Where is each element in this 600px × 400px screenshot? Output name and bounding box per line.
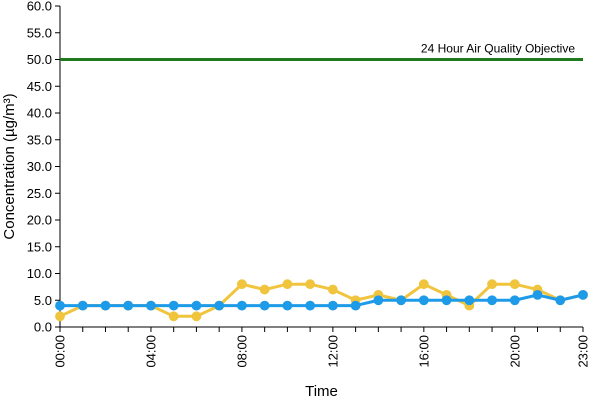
x-tick-label: 04:00 [143, 335, 158, 368]
x-tick-label: 16:00 [416, 335, 431, 368]
data-point [350, 300, 361, 311]
data-point [55, 300, 65, 311]
data-point [191, 311, 202, 322]
air-quality-objective-label: 24 Hour Air Quality Objective [421, 42, 575, 56]
x-tick-label: 08:00 [234, 335, 249, 368]
series-line [60, 293, 584, 308]
data-point [168, 311, 179, 322]
x-axis-title: Time [305, 383, 338, 400]
x-tick-label: 12:00 [325, 335, 340, 368]
data-point [418, 279, 429, 290]
y-tick-label: 60.0 [27, 0, 52, 14]
x-tick-label: 00:00 [53, 335, 68, 368]
data-point [146, 300, 156, 311]
y-tick-label: 50.0 [27, 52, 52, 67]
data-point [327, 300, 338, 311]
data-point [237, 279, 247, 290]
y-tick-label: 0.0 [34, 320, 52, 335]
data-point [259, 300, 270, 311]
data-point [441, 295, 452, 306]
data-point [555, 295, 566, 306]
data-point [373, 295, 384, 306]
data-point [396, 295, 406, 306]
y-tick-label: 45.0 [27, 79, 52, 94]
y-axis-ticks: 0.0 5.0 10.0 15.0 20.0 25.0 30.0 35.0 40.0 45.0 50… [27, 0, 60, 335]
data-point [123, 300, 134, 311]
data-point [532, 289, 543, 300]
y-tick-label: 25.0 [27, 186, 52, 201]
y-axis-title: Concentration (µg/m³) [1, 93, 18, 239]
data-point [418, 295, 429, 306]
data-point [509, 279, 520, 290]
data-point [464, 295, 475, 306]
data-point [305, 300, 316, 311]
x-axis-ticks: 00:00 04:00 08:00 12:00 16:00 20:00 23:00 [53, 327, 591, 368]
y-tick-label: 30.0 [27, 159, 52, 174]
data-point [214, 300, 225, 311]
data-point [487, 279, 497, 290]
x-tick-label: 23:00 [576, 335, 591, 368]
series-2 [55, 289, 588, 311]
data-point [327, 284, 338, 295]
x-tick-label: 20:00 [507, 335, 522, 368]
data-point [305, 279, 316, 290]
reference-line-group: 24 Hour Air Quality Objective [60, 42, 583, 61]
data-point [191, 300, 202, 311]
data-point [55, 311, 65, 322]
y-tick-label: 20.0 [27, 213, 52, 228]
y-tick-label: 40.0 [27, 106, 52, 121]
y-tick-label: 55.0 [27, 25, 52, 40]
y-tick-label: 15.0 [27, 239, 52, 254]
data-point [168, 300, 179, 311]
y-tick-label: 35.0 [27, 132, 52, 147]
data-point [282, 300, 293, 311]
data-point [77, 300, 88, 311]
data-point [487, 295, 497, 306]
data-point [578, 289, 588, 300]
y-tick-label: 10.0 [27, 266, 52, 281]
data-point [282, 279, 293, 290]
y-tick-label: 5.0 [34, 293, 52, 308]
data-point [237, 300, 247, 311]
data-point [100, 300, 111, 311]
data-point [509, 295, 520, 306]
data-point [259, 284, 270, 295]
series-group [55, 279, 588, 322]
